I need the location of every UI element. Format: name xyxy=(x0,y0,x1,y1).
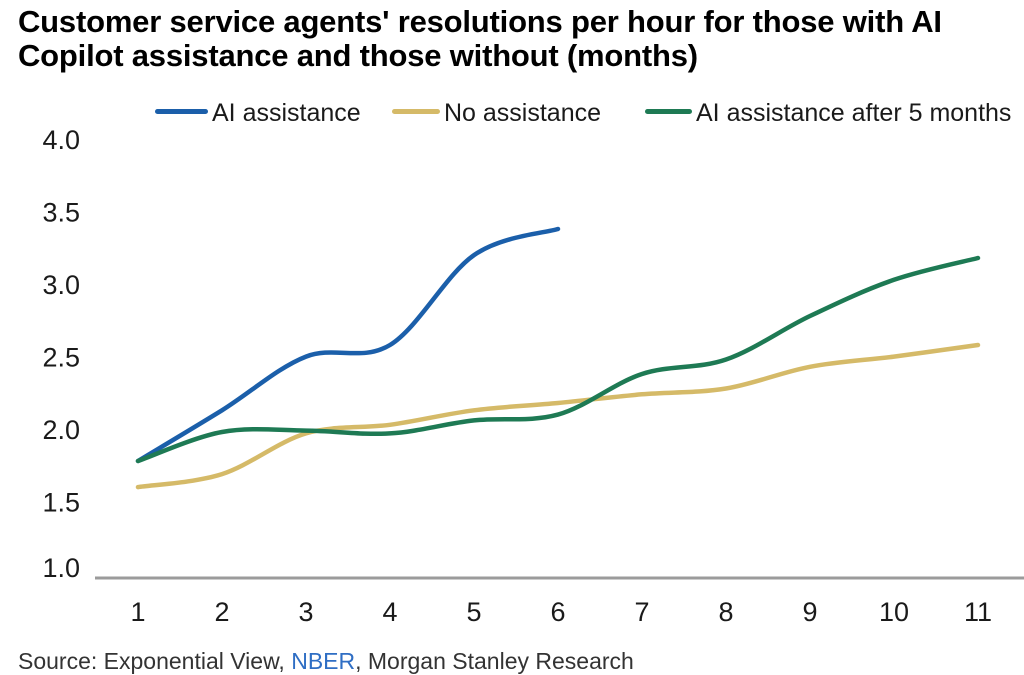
y-tick-label: 2.5 xyxy=(42,343,80,373)
series-line-ai-assistance-after-5-months xyxy=(135,255,981,464)
legend-swatch-no-assistance xyxy=(392,109,440,114)
y-tick-label: 1.5 xyxy=(42,488,80,518)
source-attribution: Source: Exponential View, NBER, Morgan S… xyxy=(18,648,634,675)
x-tick-label: 2 xyxy=(214,597,229,627)
series-line-ai-assistance xyxy=(135,226,561,464)
y-tick-label: 3.0 xyxy=(42,270,80,300)
legend-label-ai-after-5-months: AI assistance after 5 months xyxy=(696,99,1012,127)
x-tick-label: 3 xyxy=(298,597,313,627)
chart-title: Customer service agents' resolutions per… xyxy=(18,4,942,73)
x-tick-label: 6 xyxy=(550,597,565,627)
legend-item-ai-after-5-months: AI assistance after 5 months xyxy=(645,98,1011,128)
y-tick-label: 3.5 xyxy=(42,198,80,228)
legend-swatch-ai-assistance xyxy=(155,109,208,114)
y-tick-label: 4.0 xyxy=(42,125,80,155)
legend-label-no-assistance: No assistance xyxy=(444,99,602,127)
x-tick-label: 7 xyxy=(634,597,649,627)
x-tick-label: 4 xyxy=(382,597,397,627)
x-tick-label: 10 xyxy=(879,597,909,627)
x-tick-label: 9 xyxy=(802,597,817,627)
nber-link[interactable]: NBER xyxy=(291,648,356,674)
x-tick-label: 1 xyxy=(130,597,145,627)
y-tick-label: 1.0 xyxy=(42,553,80,583)
chart-legend: AI assistance No assistance AI assistanc… xyxy=(0,98,1024,128)
y-tick-label: 2.0 xyxy=(42,415,80,445)
source-text-suffix: , Morgan Stanley Research xyxy=(355,648,634,674)
source-text-prefix: Source: Exponential View, xyxy=(18,648,292,674)
x-tick-label: 8 xyxy=(718,597,733,627)
legend-item-ai-assistance: AI assistance xyxy=(155,98,361,128)
legend-item-no-assistance: No assistance xyxy=(392,98,601,128)
x-tick-label: 11 xyxy=(964,597,992,627)
series-line-no-assistance xyxy=(135,342,981,490)
legend-swatch-ai-after-5-months xyxy=(645,109,692,114)
legend-label-ai-assistance: AI assistance xyxy=(212,99,361,127)
x-tick-label: 5 xyxy=(466,597,481,627)
